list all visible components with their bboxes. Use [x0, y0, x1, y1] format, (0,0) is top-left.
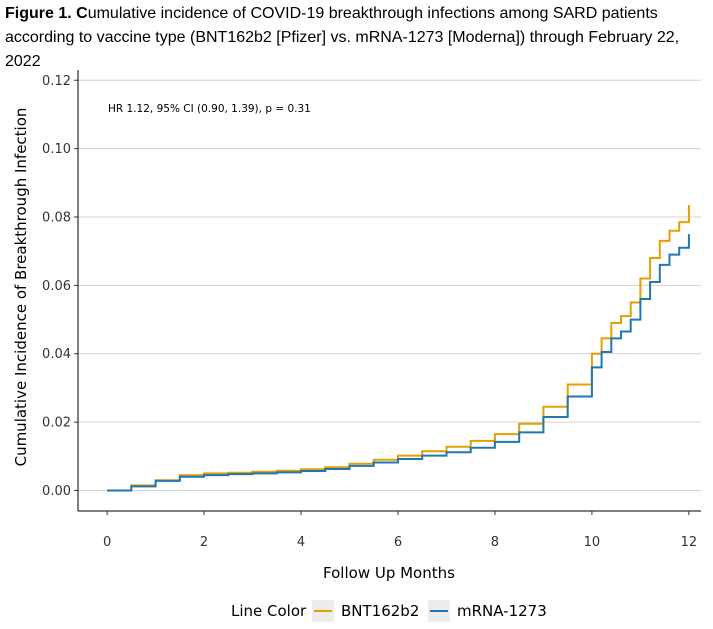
x-tick-label: 0 — [103, 535, 111, 550]
x-tick-label: 8 — [491, 535, 499, 550]
series-line-bnt162b2 — [107, 205, 690, 492]
grid-lines — [78, 79, 701, 491]
y-tick-label: 0.04 — [42, 347, 71, 362]
figure-label: Figure 1. C — [5, 5, 88, 22]
series-lines — [107, 205, 690, 492]
figure-caption: Figure 1. Cumulative incidence of COVID-… — [5, 2, 710, 74]
legend-title: Line Color — [231, 602, 307, 620]
x-tick-label: 4 — [297, 535, 305, 550]
figure-caption-text: umulative incidence of COVID-19 breakthr… — [5, 5, 680, 70]
x-tick-label: 12 — [681, 535, 698, 550]
series-line-mrna1273 — [107, 234, 690, 492]
y-tick-label: 0.12 — [42, 74, 71, 89]
y-tick-label: 0.02 — [42, 416, 71, 431]
x-tick-label: 2 — [200, 535, 208, 550]
y-tick-label: 0.08 — [42, 211, 71, 226]
y-tick-label: 0.06 — [42, 279, 71, 294]
y-tick-label: 0.00 — [42, 484, 71, 499]
hazard-ratio-annotation: HR 1.12, 95% CI (0.90, 1.39), p = 0.31 — [108, 103, 311, 115]
x-tick-label: 6 — [394, 535, 402, 550]
y-tick-label: 0.10 — [42, 142, 71, 157]
x-axis-ticks: 0 2 4 6 8 10 12 — [103, 511, 697, 550]
x-axis-title: Follow Up Months — [323, 564, 455, 582]
y-axis-title: Cumulative Incidence of Breakthrough Inf… — [12, 108, 30, 467]
legend-label-bnt162b2: BNT162b2 — [341, 602, 419, 620]
legend-label-mrna1273: mRNA-1273 — [457, 602, 547, 620]
y-axis-ticks: 0.00 0.02 0.04 0.06 0.08 0.10 0.12 — [42, 74, 78, 499]
legend: Line Color BNT162b2 mRNA-1273 — [231, 600, 547, 622]
x-tick-label: 10 — [584, 535, 601, 550]
